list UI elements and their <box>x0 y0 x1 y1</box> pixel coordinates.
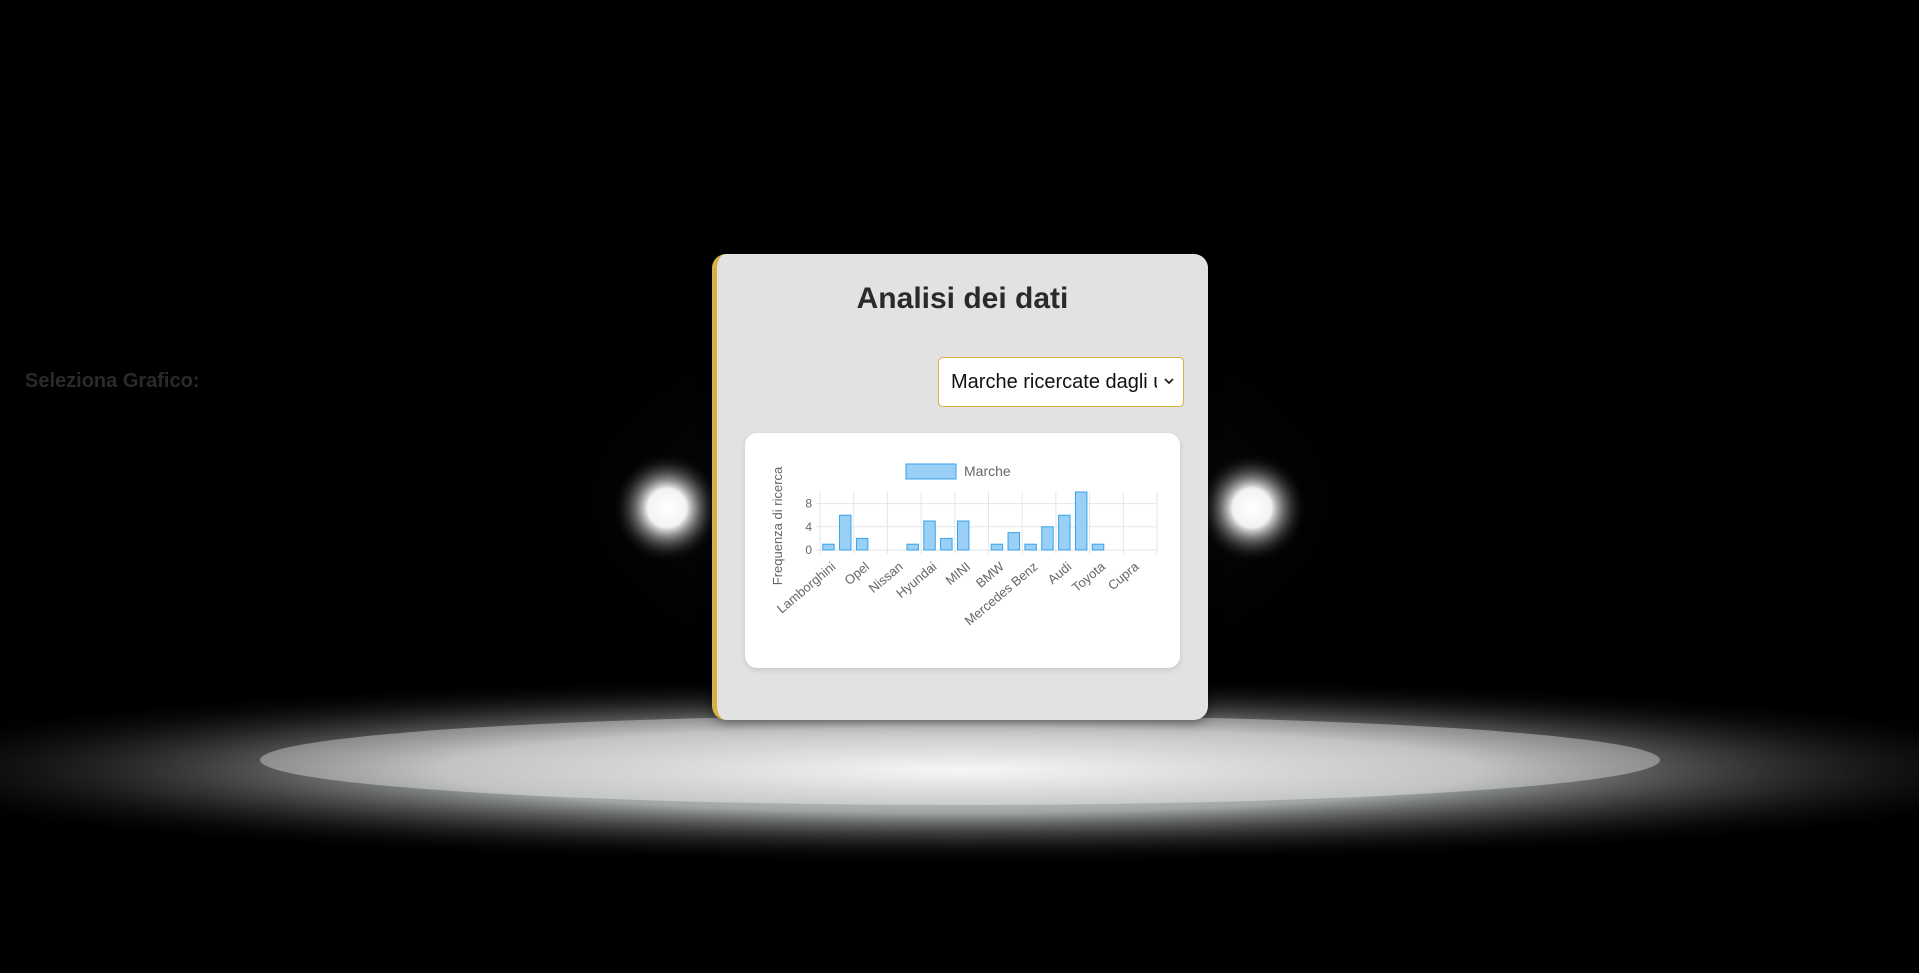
chart-select[interactable]: Marche ricercate dagli utenti <box>938 357 1184 407</box>
select-chart-label: Seleziona Grafico: <box>25 370 200 392</box>
y-axis-title: Frequenza di ricerca <box>770 466 785 585</box>
bar <box>1024 543 1037 551</box>
y-tick-label: 4 <box>805 520 812 534</box>
bar <box>906 543 919 551</box>
bar <box>956 520 970 551</box>
bar <box>923 520 936 551</box>
legend-label: Marche <box>964 463 1011 479</box>
bar <box>855 537 869 551</box>
x-tick-label: MINI <box>942 559 973 588</box>
legend-swatch <box>905 463 957 480</box>
page-title: Analisi dei dati <box>856 282 1069 315</box>
x-tick-label: Toyota <box>1069 558 1109 595</box>
bar <box>1074 491 1088 551</box>
y-tick-label: 8 <box>805 497 812 511</box>
chart-select-value: Marche ricercate dagli utenti <box>951 370 1157 393</box>
y-tick-label: 0 <box>805 543 812 557</box>
bar <box>839 514 852 551</box>
chevron-down-icon <box>1164 378 1174 385</box>
bar <box>1007 532 1021 551</box>
chart-container: 0 4 8 Lamborghini Opel Nissan Hyundai MINI BMW Me… <box>745 433 1180 668</box>
bar <box>1058 514 1071 551</box>
x-tick-label: Cupra <box>1105 558 1142 593</box>
bar <box>822 543 835 551</box>
bar <box>1041 526 1054 551</box>
bar <box>940 537 953 551</box>
bar <box>1091 543 1105 551</box>
bar <box>990 543 1004 551</box>
analysis-card: Analisi dei dati Marche ricercate dagli … <box>712 254 1208 720</box>
